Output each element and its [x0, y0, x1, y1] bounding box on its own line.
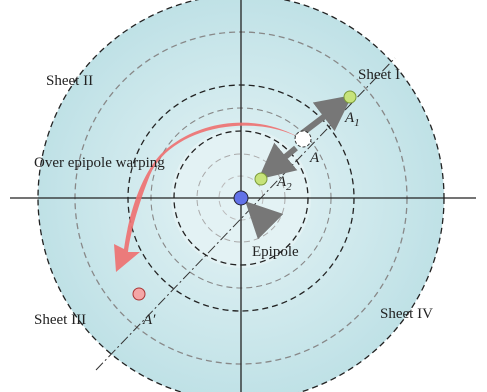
point-a2 [254, 172, 268, 186]
label: Epipole [252, 244, 299, 260]
point-a [294, 130, 312, 148]
warp-arrow [114, 122, 300, 272]
label: Sheet IV [380, 306, 433, 322]
epipole-point [233, 190, 249, 206]
point-label: A [309, 150, 320, 166]
point-label: A′ [142, 312, 156, 328]
arrow-to-epipole [245, 201, 284, 240]
point-label: A1 [344, 110, 360, 129]
label: Sheet II [46, 73, 93, 89]
label: Sheet III [34, 312, 86, 328]
label: Sheet I [358, 67, 400, 83]
arrow-to-a2 [258, 142, 298, 180]
label: Over epipole warping [34, 155, 165, 171]
point-label: A2 [276, 174, 292, 193]
point-a-prime [132, 287, 146, 301]
point-a1 [343, 90, 357, 104]
